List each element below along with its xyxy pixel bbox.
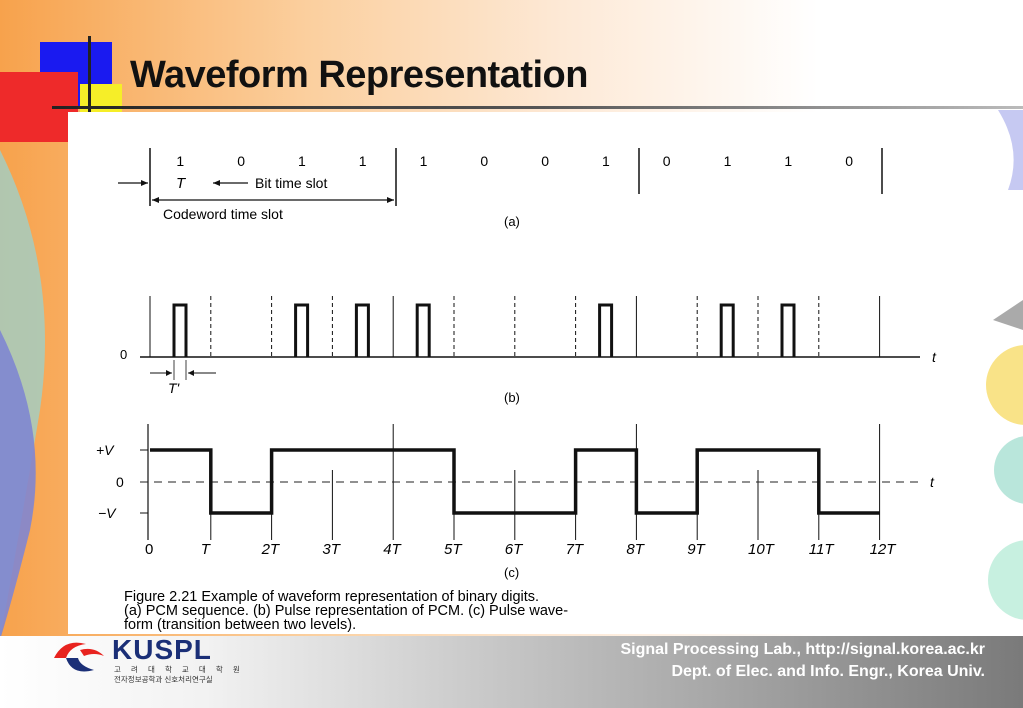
c-zero-label: 0 [116, 474, 124, 490]
c-axis-tick: 11T [809, 541, 836, 558]
b-pulse [780, 303, 796, 357]
c-minusv-label: −V [98, 505, 117, 521]
caption-c: (c) [504, 565, 519, 580]
b-pulse [598, 303, 614, 357]
c-axis-tick: T [201, 541, 212, 558]
b-zero-label: 0 [120, 347, 127, 362]
pcm-bit: 1 [602, 153, 610, 169]
b-pulse [172, 303, 188, 357]
logo-subtitle-2: 전자정보공학과 신호처리연구실 [114, 675, 213, 684]
slide-title: Waveform Representation [130, 54, 588, 96]
deco-vertical-line [88, 36, 91, 122]
pcm-bit: 1 [784, 153, 792, 169]
kuspl-logo-icon [54, 642, 104, 672]
pcm-bit: 1 [359, 153, 367, 169]
logo-text: KUSPL [112, 634, 212, 665]
c-axis-tick: 9T [687, 541, 706, 558]
b-pulse [415, 303, 431, 357]
caption-b: (b) [504, 390, 520, 405]
a-T-label: T [176, 175, 187, 192]
c-t-label: t [930, 474, 935, 490]
figure-caption-line-3: form (transition between two levels). [124, 617, 356, 633]
pcm-bit: 0 [845, 153, 853, 169]
c-axis-tick: 6T [505, 541, 524, 558]
right-decoration [986, 110, 1023, 620]
c-axis-tick: 4T [383, 541, 402, 558]
logo-subtitle-1: 고 려 대 학 교 대 학 원 [114, 665, 244, 674]
c-axis-tick: 3T [322, 541, 341, 558]
t-prime-label: T' [168, 380, 181, 396]
pcm-bit: 0 [237, 153, 245, 169]
figure-caption-line-2: (a) PCM sequence. (b) Pulse representati… [124, 603, 568, 619]
c-axis-tick: 0 [145, 541, 153, 558]
b-pulse [354, 303, 370, 357]
c-axis-tick: 12T [870, 541, 898, 558]
figure-panel [68, 112, 980, 634]
pcm-bit: 1 [176, 153, 184, 169]
title-rule [52, 106, 1023, 109]
b-pulse [719, 303, 735, 357]
footer-lab-line: Signal Processing Lab., http://signal.ko… [620, 641, 985, 658]
pcm-bit: 1 [420, 153, 428, 169]
pulse-representation-panel: 0 t T' (b) [120, 296, 937, 405]
b-t-label: t [932, 349, 937, 365]
pcm-bit: 0 [541, 153, 549, 169]
c-axis-tick: 10T [748, 541, 776, 558]
figure-caption-line-1: Figure 2.21 Example of waveform represen… [124, 589, 539, 605]
caption-a: (a) [504, 214, 520, 229]
pcm-bit: 0 [480, 153, 488, 169]
footer-bar [0, 636, 1023, 708]
pcm-sequence-panel: 1 0 1 1 1 0 0 1 0 1 1 0 T Bit time slot Codeword ti… [118, 148, 883, 229]
pulse-waveform-panel: +V 0 −V t 0 T 2T 3T 4T 5T 6T 7T 8T 9T 10T 11T 12T (c… [96, 424, 935, 580]
codeword-time-slot-label: Codeword time slot [163, 206, 283, 222]
bit-time-slot-label: Bit time slot [255, 175, 327, 191]
c-axis-tick: 7T [566, 541, 585, 558]
c-axis-tick: 5T [444, 541, 463, 558]
c-plusv-label: +V [96, 442, 115, 458]
b-pulse [294, 303, 310, 357]
pcm-bit: 1 [298, 153, 306, 169]
left-decoration [0, 150, 45, 640]
c-axis-tick: 8T [626, 541, 645, 558]
footer-dept-line: Dept. of Elec. and Info. Engr., Korea Un… [671, 663, 985, 680]
pcm-bit: 1 [724, 153, 732, 169]
c-axis-tick: 2T [261, 541, 281, 558]
pcm-bit: 0 [663, 153, 671, 169]
